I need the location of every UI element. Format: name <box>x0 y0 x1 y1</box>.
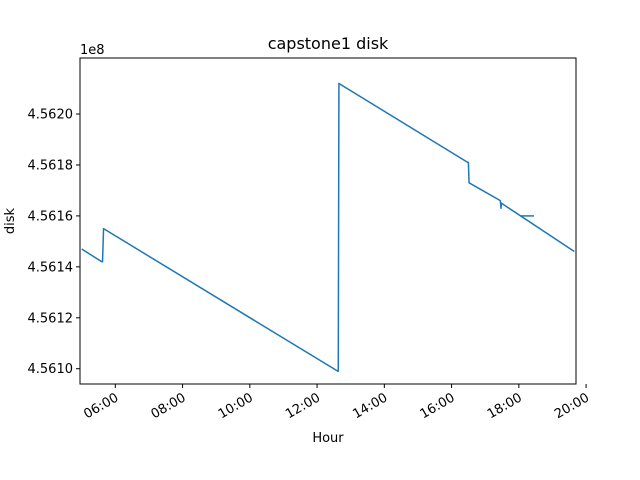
y-tick-label: 4.5616 <box>28 209 74 224</box>
chart-title: capstone1 disk <box>268 34 389 53</box>
x-tick-label: 18:00 <box>485 390 525 422</box>
y-tick-label: 4.5614 <box>28 260 74 275</box>
x-tick-label: 16:00 <box>418 390 458 422</box>
y-tick-label: 4.5612 <box>28 311 74 326</box>
plot-frame <box>79 57 577 385</box>
x-tick-label: 10:00 <box>216 390 256 422</box>
y-offset-label: 1e8 <box>80 43 105 58</box>
y-tick-label: 4.5620 <box>28 108 74 123</box>
x-axis: 06:00 08:00 10:00 12:00 14:00 16:00 18:00 20:00 <box>81 384 592 422</box>
x-axis-label: Hour <box>312 431 344 446</box>
series-layer <box>81 82 575 373</box>
y-axis: 4.5610 4.5612 4.5614 4.5616 4.5618 4.5620 <box>28 108 80 377</box>
series-line-segment <box>81 82 575 373</box>
x-tick-label: 06:00 <box>81 390 121 422</box>
x-tick-label: 20:00 <box>552 390 592 422</box>
y-tick-label: 4.5618 <box>28 158 74 173</box>
y-tick-label: 4.5610 <box>28 362 74 377</box>
x-tick-label: 08:00 <box>149 390 189 422</box>
y-axis-label: disk <box>3 207 18 234</box>
x-tick-label: 14:00 <box>350 390 390 422</box>
x-tick-label: 12:00 <box>283 390 323 422</box>
